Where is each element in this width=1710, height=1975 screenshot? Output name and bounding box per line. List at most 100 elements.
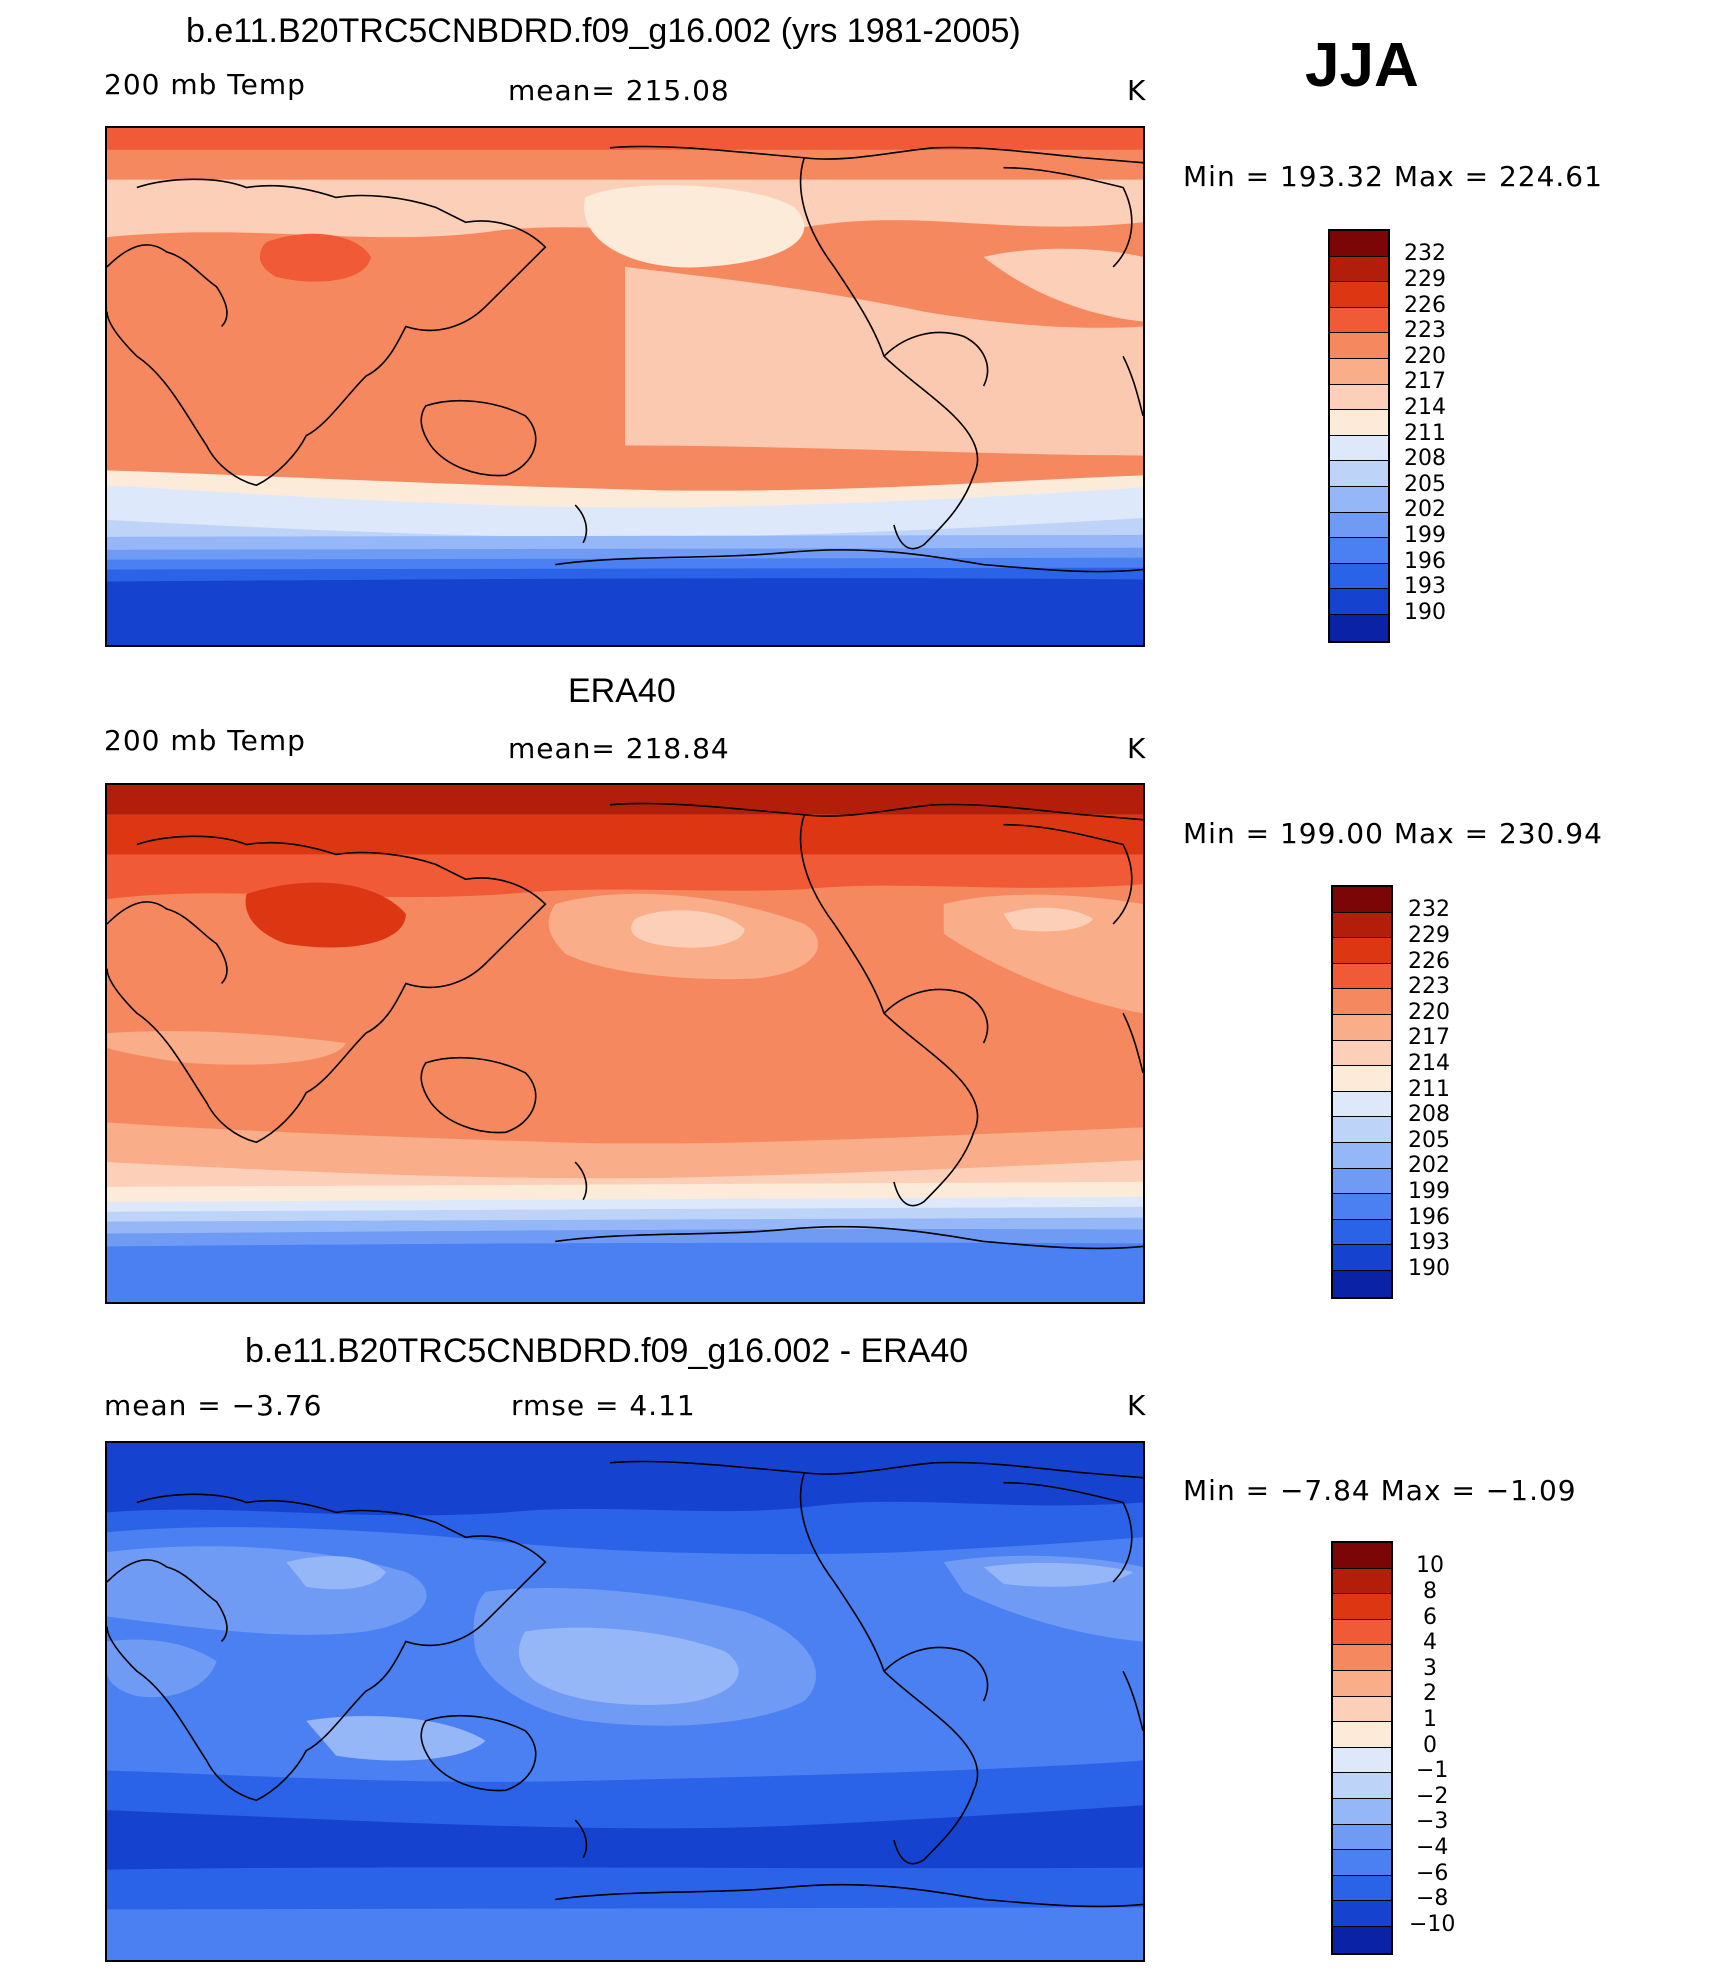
panel1-title: b.e11.B20TRC5CNBDRD.f09_g16.002 (yrs 198… [186, 12, 1021, 50]
cbar-segment [1333, 1040, 1391, 1067]
cbar-segment [1333, 1194, 1391, 1220]
panel1-colorbar [1328, 229, 1390, 643]
cbar-tick-label: −4 [1416, 1835, 1449, 1860]
cbar-segment [1333, 1270, 1391, 1297]
cbar-tick-label: −3 [1416, 1809, 1449, 1834]
season-label: JJA [1305, 31, 1419, 100]
panel2-title: ERA40 [568, 672, 676, 710]
cbar-tick-label: 6 [1423, 1605, 1437, 1630]
cbar-tick-label: 226 [1404, 293, 1446, 318]
cbar-segment [1333, 1168, 1391, 1195]
cbar-segment [1333, 1619, 1391, 1646]
cbar-tick-label: 205 [1408, 1128, 1450, 1153]
cbar-tick-label: 1 [1423, 1707, 1437, 1732]
cbar-tick-label: 220 [1404, 344, 1446, 369]
cbar-segment [1333, 1117, 1391, 1143]
panel3-colorbar [1331, 1541, 1393, 1955]
cbar-tick-label: 3 [1423, 1656, 1437, 1681]
cbar-segment [1330, 563, 1388, 590]
panel2-minmax-label: Min = 199.00 Max = 230.94 [1183, 817, 1603, 850]
cbar-tick-label: 199 [1408, 1179, 1450, 1204]
cbar-tick-label: 4 [1423, 1630, 1437, 1655]
cbar-tick-label: 226 [1408, 949, 1450, 974]
cbar-tick-label: 214 [1404, 395, 1446, 420]
cbar-segment [1330, 512, 1388, 539]
cbar-segment [1333, 1875, 1391, 1902]
cbar-tick-label: 211 [1408, 1077, 1450, 1102]
panel3-units-label: K [1127, 1389, 1147, 1422]
cbar-segment [1333, 1850, 1391, 1876]
cbar-tick-label: 2 [1423, 1681, 1437, 1706]
panel3-minmax-label: Min = −7.84 Max = −1.09 [1183, 1474, 1577, 1507]
panel2-colorbar [1331, 885, 1393, 1299]
cbar-tick-label: 208 [1408, 1102, 1450, 1127]
panel2-units-label: K [1127, 732, 1147, 765]
cbar-tick-label: 229 [1404, 267, 1446, 292]
cbar-segment [1330, 358, 1388, 385]
cbar-tick-label: 223 [1404, 318, 1446, 343]
cbar-segment [1333, 1696, 1391, 1723]
panel2-variable-label: 200 mb Temp [104, 724, 306, 757]
cbar-tick-label: 217 [1408, 1025, 1450, 1050]
cbar-tick-label: 202 [1404, 497, 1446, 522]
cbar-segment [1333, 1014, 1391, 1041]
cbar-tick-label: 205 [1404, 472, 1446, 497]
cbar-segment [1333, 1901, 1391, 1927]
cbar-segment [1330, 538, 1388, 564]
panel2-mean-label: mean= 218.84 [508, 732, 730, 765]
cbar-tick-label: 232 [1404, 241, 1446, 266]
cbar-segment [1333, 1066, 1391, 1092]
cbar-segment [1330, 410, 1388, 436]
cbar-tick-label: 214 [1408, 1051, 1450, 1076]
cbar-tick-label: 0 [1423, 1733, 1437, 1758]
cbar-segment [1333, 1543, 1391, 1569]
cbar-segment [1333, 1773, 1391, 1799]
cbar-segment [1333, 1798, 1391, 1825]
panel1-map [105, 126, 1145, 647]
cbar-segment [1330, 231, 1388, 257]
cbar-segment [1333, 1824, 1391, 1851]
panel3-mean-label: mean = −3.76 [104, 1389, 323, 1422]
panel2-map [105, 783, 1145, 1304]
cbar-tick-label: 190 [1408, 1256, 1450, 1281]
cbar-segment [1330, 486, 1388, 513]
cbar-segment [1330, 589, 1388, 615]
cbar-segment [1330, 435, 1388, 462]
cbar-segment [1333, 1091, 1391, 1118]
panel3-title: b.e11.B20TRC5CNBDRD.f09_g16.002 - ERA40 [245, 1332, 969, 1370]
cbar-tick-label: −6 [1416, 1861, 1449, 1886]
cbar-segment [1330, 461, 1388, 487]
cbar-segment [1333, 1245, 1391, 1271]
cbar-segment [1333, 1568, 1391, 1595]
cbar-segment [1333, 1722, 1391, 1748]
cbar-tick-label: 202 [1408, 1153, 1450, 1178]
cbar-segment [1333, 1926, 1391, 1953]
panel1-mean-label: mean= 215.08 [508, 74, 730, 107]
cbar-segment [1333, 1670, 1391, 1697]
cbar-tick-label: −1 [1416, 1758, 1449, 1783]
cbar-segment [1333, 938, 1391, 964]
cbar-tick-label: 10 [1416, 1553, 1444, 1578]
cbar-segment [1333, 989, 1391, 1015]
cbar-tick-label: 196 [1404, 549, 1446, 574]
cbar-tick-label: 217 [1404, 369, 1446, 394]
cbar-tick-label: 223 [1408, 974, 1450, 999]
cbar-segment [1330, 307, 1388, 334]
cbar-tick-label: 193 [1404, 574, 1446, 599]
panel1-variable-label: 200 mb Temp [104, 68, 306, 101]
cbar-tick-label: 211 [1404, 421, 1446, 446]
cbar-segment [1333, 887, 1391, 913]
cbar-tick-label: 220 [1408, 1000, 1450, 1025]
cbar-tick-label: 8 [1423, 1579, 1437, 1604]
cbar-segment [1333, 912, 1391, 939]
cbar-segment [1333, 1594, 1391, 1620]
cbar-segment [1333, 963, 1391, 990]
panel1-minmax-label: Min = 193.32 Max = 224.61 [1183, 160, 1603, 193]
cbar-tick-label: 208 [1404, 446, 1446, 471]
cbar-tick-label: 190 [1404, 600, 1446, 625]
panel1-units-label: K [1127, 74, 1147, 107]
cbar-tick-label: 199 [1404, 523, 1446, 548]
panel3-rmse-label: rmse = 4.11 [511, 1389, 696, 1422]
cbar-segment [1333, 1747, 1391, 1774]
cbar-tick-label: 196 [1408, 1205, 1450, 1230]
